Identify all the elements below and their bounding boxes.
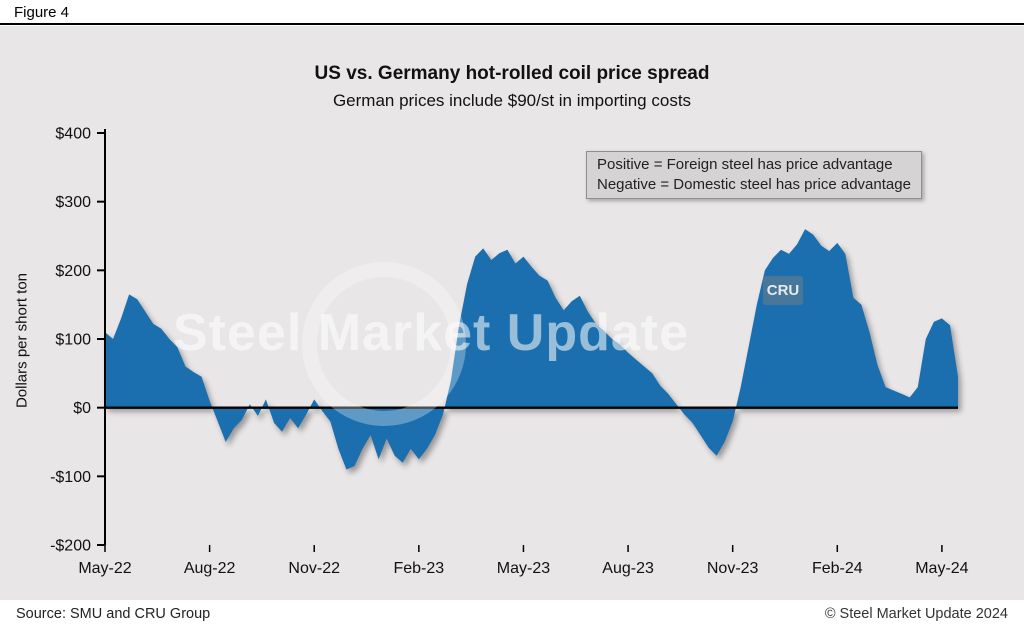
annotation-line-positive: Positive = Foreign steel has price advan… — [597, 156, 893, 173]
top-divider-rule — [0, 23, 1024, 25]
figure-label: Figure 4 — [14, 4, 70, 21]
chart-panel — [0, 26, 1024, 600]
annotation-box: Positive = Foreign steel has price advan… — [586, 151, 922, 199]
footer-copyright: © Steel Market Update 2024 — [824, 606, 1008, 622]
y-axis-label: Dollars per short ton — [13, 272, 31, 409]
annotation-line-negative: Negative = Domestic steel has price adva… — [597, 176, 911, 193]
footer-source: Source: SMU and CRU Group — [16, 606, 211, 622]
chart-title: US vs. Germany hot-rolled coil price spr… — [314, 63, 710, 84]
chart-subtitle: German prices include $90/st in importin… — [332, 91, 692, 110]
